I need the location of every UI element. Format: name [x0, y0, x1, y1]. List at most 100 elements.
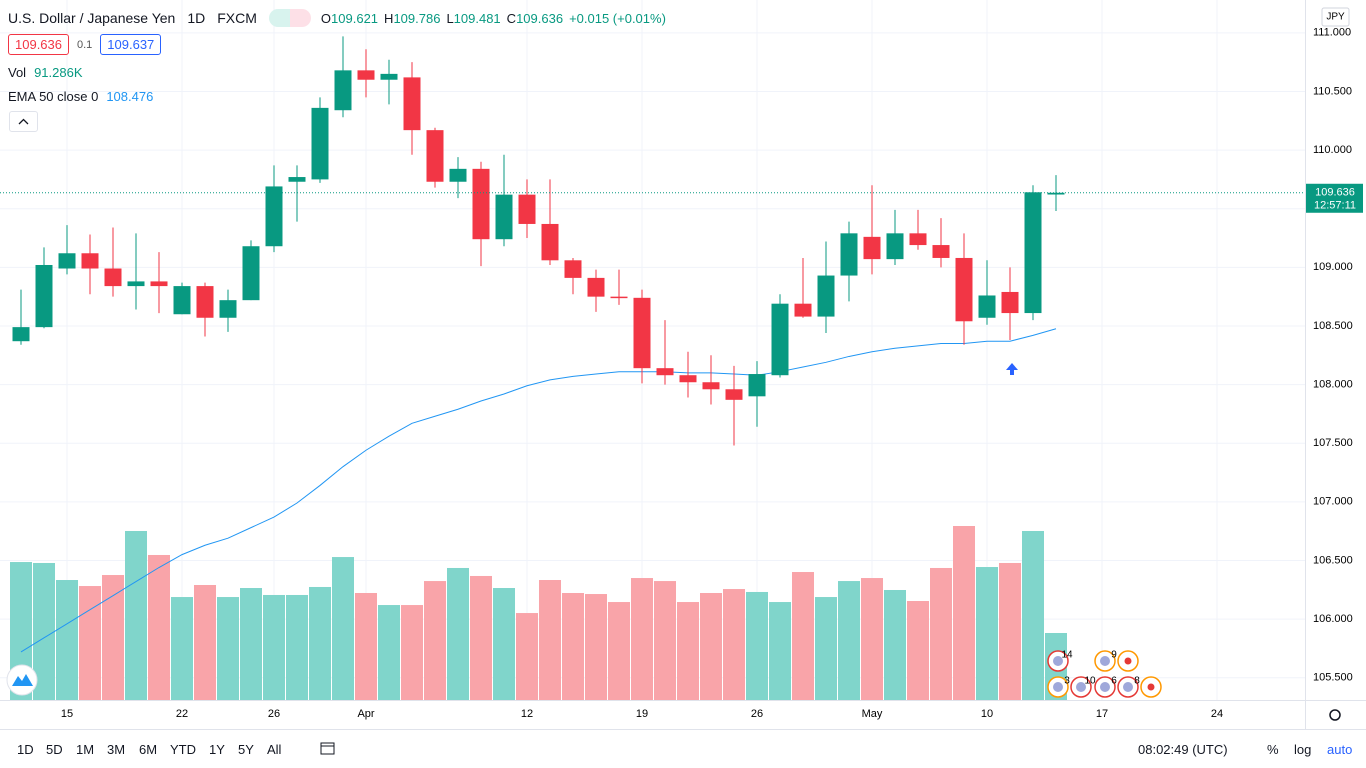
volume-bar [769, 602, 791, 700]
event-count: 10 [1084, 676, 1096, 687]
scale-option[interactable]: auto [1327, 742, 1353, 757]
symbol-title[interactable]: U.S. Dollar / Japanese Yen [8, 10, 176, 26]
ohlc-label: L [446, 10, 454, 26]
clock[interactable]: 08:02:49 (UTC) [1138, 742, 1228, 757]
volume-bar [562, 593, 584, 700]
ohlc-label: O [320, 10, 332, 26]
candle-body [794, 303, 812, 317]
candle-body [495, 194, 513, 240]
volume-bar [723, 589, 745, 700]
legend-name: EMA 50 close 0 [8, 89, 99, 104]
candle-body [886, 233, 904, 260]
volume-bar [125, 530, 147, 700]
interval[interactable]: 1D [187, 10, 206, 26]
price-axis [1305, 0, 1366, 729]
y-tick-label: 110.000 [1313, 144, 1352, 156]
x-tick-label: 22 [176, 708, 188, 720]
volume-bar [746, 591, 768, 700]
range-button[interactable]: 3M [107, 742, 126, 757]
volume-bar [1022, 530, 1044, 700]
volume-bar [516, 613, 538, 700]
currency-box [1321, 7, 1350, 27]
candle-body [357, 70, 375, 80]
market-status[interactable] [268, 9, 311, 27]
event-flag [1147, 683, 1155, 691]
event-flag [1100, 656, 1110, 666]
volume-bar [217, 597, 239, 700]
range-button[interactable]: 1Y [209, 742, 225, 757]
range-button[interactable]: YTD [170, 742, 196, 757]
candle-body [955, 257, 973, 322]
range-button[interactable]: 5D [46, 742, 63, 757]
range-button[interactable]: 5Y [238, 742, 254, 757]
change: +0.015 (+0.01%) [569, 10, 666, 26]
range-button[interactable]: 6M [139, 742, 158, 757]
candle-body [863, 236, 881, 260]
candle-body [196, 286, 214, 318]
volume-bar [815, 597, 837, 700]
volume-bar [240, 588, 262, 700]
volume-bar [286, 594, 308, 700]
event-count: 6 [1111, 676, 1117, 687]
volume-bar [424, 581, 446, 700]
date-range-icon[interactable] [320, 740, 336, 759]
scale-option[interactable]: % [1267, 742, 1279, 757]
range-button[interactable]: 1D [17, 742, 34, 757]
brand-logo-mark [12, 674, 33, 686]
volume-bar [332, 557, 354, 700]
volume-bar [930, 567, 952, 700]
y-tick-label: 106.000 [1313, 613, 1353, 625]
settings-icon[interactable] [1329, 709, 1341, 721]
symbol-header: U.S. Dollar / Japanese Yen 1D FXCM O 109.… [8, 8, 666, 28]
candle-body [748, 374, 766, 397]
x-tick-label: Apr [357, 708, 374, 720]
ema-legend: EMA 50 close 0 108.476 [8, 89, 153, 104]
quote-row: 109.636 0.1 109.637 [8, 34, 162, 55]
event-count: 14 [1061, 650, 1073, 661]
volume-bar [309, 586, 331, 700]
source: FXCM [217, 10, 257, 26]
range-button[interactable]: All [267, 742, 282, 757]
volume-bar [700, 593, 722, 700]
volume-bar [79, 586, 101, 700]
volume-bar [171, 597, 193, 700]
candle-body [288, 177, 306, 182]
event-flag [1100, 682, 1110, 692]
time-axis [0, 700, 1305, 729]
candle-body [35, 264, 53, 328]
candle-body [150, 281, 168, 287]
legend-name: Vol [8, 65, 27, 80]
ask-button[interactable]: 109.637 [100, 34, 162, 55]
candle-body [518, 194, 536, 224]
volume-bar [194, 585, 216, 700]
volume-bar [838, 581, 860, 700]
candle-body [58, 253, 76, 269]
x-tick-label: 24 [1211, 708, 1223, 720]
candle-body [472, 168, 490, 240]
countdown-label: 12:57:11 [1314, 200, 1356, 212]
x-tick-label: 26 [751, 708, 763, 720]
candle-body [564, 260, 582, 278]
y-tick-label: 109.000 [1313, 261, 1353, 273]
volume-bar [861, 578, 883, 700]
candle-body [702, 382, 720, 390]
candle-body [219, 300, 237, 318]
event-flag [1076, 682, 1086, 692]
candle-body [587, 277, 605, 297]
candle-body [1001, 291, 1019, 314]
x-tick-label: 17 [1096, 708, 1108, 720]
event-count: 9 [1111, 650, 1117, 661]
candle-body [380, 73, 398, 80]
candle-body [242, 246, 260, 301]
collapse-legend-button[interactable] [9, 111, 38, 132]
y-tick-label: 108.000 [1313, 378, 1353, 390]
volume-bar [102, 575, 124, 700]
volume-bar [493, 588, 515, 700]
range-button[interactable]: 1M [76, 742, 95, 757]
volume-bar [355, 593, 377, 700]
scale-option[interactable]: log [1294, 742, 1312, 757]
candle-body [265, 186, 283, 247]
bid-button[interactable]: 109.636 [8, 34, 69, 55]
volume-bar [470, 575, 492, 700]
spread: 0.1 [77, 38, 93, 51]
